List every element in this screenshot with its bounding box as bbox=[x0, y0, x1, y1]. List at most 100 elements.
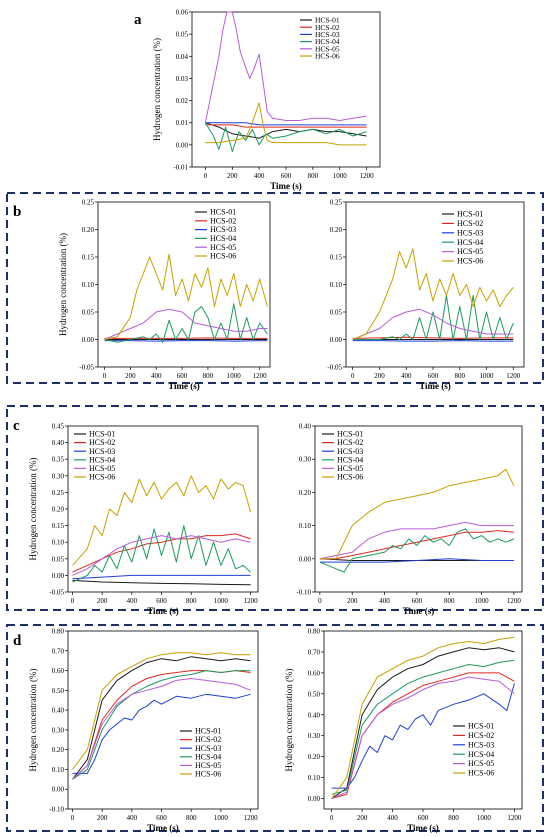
series-line-hcs-02 bbox=[104, 337, 268, 339]
series-line-hcs-04 bbox=[319, 528, 515, 573]
series-line-hcs-01 bbox=[205, 122, 367, 139]
legend-label-hcs-06: HCS-06 bbox=[315, 52, 340, 61]
chart-d-left: 0 200 400 600 800 1000 1200 -0.10 0.00 0.10 0.20 0.… bbox=[28, 628, 259, 833]
x-tick-label-c-left: 0 bbox=[71, 597, 75, 605]
legend-label-hcs-01: HCS-01 bbox=[195, 727, 221, 736]
x-tick-label-a: 600 bbox=[281, 172, 292, 180]
series-line-hcs-03 bbox=[205, 122, 367, 126]
y-tick-label-c-right: -0.10 bbox=[296, 589, 311, 597]
legend-label-hcs-06: HCS-06 bbox=[457, 257, 483, 266]
y-tick-label-b-left: 0.20 bbox=[82, 226, 95, 234]
y-tick-label-d-right: 0.20 bbox=[308, 753, 321, 761]
series-line-hcs-06 bbox=[72, 475, 252, 566]
legend-label-hcs-02: HCS-02 bbox=[195, 735, 221, 744]
series-line-hcs-04 bbox=[72, 670, 251, 780]
x-tick-label-d-left: 800 bbox=[186, 814, 197, 822]
x-tick-label-d-right: 1000 bbox=[477, 814, 492, 822]
y-tick-label-b-right: 0.25 bbox=[330, 199, 343, 207]
legend-label-hcs-02: HCS-02 bbox=[337, 438, 363, 447]
y-tick-label-d-right: 0.80 bbox=[308, 628, 321, 636]
x-tick-label-d-right: 400 bbox=[387, 814, 398, 822]
y-tick-label-a: 0.06 bbox=[176, 9, 189, 17]
x-axis-label-a: Time (s) bbox=[270, 181, 302, 191]
y-tick-label-d-left: 0.80 bbox=[52, 628, 65, 636]
chart-c-right: 0 200 400 600 800 1000 1200 -0.10 0.00 0.10 0.20 0.… bbox=[296, 423, 523, 616]
series-line-hcs-05 bbox=[204, 11, 367, 123]
legend-label-hcs-05: HCS-05 bbox=[89, 464, 115, 473]
y-tick-label-d-right: 0.50 bbox=[308, 690, 321, 698]
x-tick-label-b-right: 0 bbox=[351, 372, 355, 380]
y-tick-label-c-left: 0.15 bbox=[52, 522, 65, 530]
legend-label-hcs-01: HCS-01 bbox=[89, 430, 115, 439]
legend-label-hcs-06: HCS-06 bbox=[468, 769, 494, 778]
series-line-hcs-02 bbox=[72, 670, 251, 780]
x-tick-label-d-right: 800 bbox=[448, 814, 459, 822]
legend-label-hcs-02: HCS-02 bbox=[315, 23, 340, 32]
legend-label-hcs-02: HCS-02 bbox=[89, 438, 115, 447]
series-line-hcs-03 bbox=[331, 683, 515, 789]
y-tick-label-d-right: 0.00 bbox=[308, 795, 321, 803]
chart-a: 0 200 400 600 800 1000 1200 -0.01 0.00 0.01 0.02 0.… bbox=[152, 9, 381, 191]
series-line-hcs-06 bbox=[352, 248, 514, 340]
x-tick-label-d-left: 1000 bbox=[214, 814, 229, 822]
chart-b-right: 0 200 400 600 800 1000 1200 -0.05 0.00 0.05 0.10 0.… bbox=[327, 199, 525, 391]
x-tick-label-b-right: 800 bbox=[455, 372, 466, 380]
y-tick-label-b-left: 0.10 bbox=[82, 281, 95, 289]
series-line-hcs-04 bbox=[204, 122, 367, 152]
y-axis-label-a: Hydrogen concentration (%) bbox=[152, 38, 162, 141]
series-line-hcs-02 bbox=[205, 124, 367, 128]
legend-label-hcs-06: HCS-06 bbox=[195, 770, 221, 779]
series-line-hcs-04 bbox=[331, 659, 515, 795]
legend-label-hcs-04: HCS-04 bbox=[337, 455, 363, 464]
x-tick-label-d-left: 600 bbox=[156, 814, 167, 822]
legend-label-hcs-05: HCS-05 bbox=[195, 761, 221, 770]
y-tick-label-c-left: 0.30 bbox=[52, 472, 65, 480]
plot-area-d-left bbox=[67, 630, 259, 810]
x-tick-label-c-left: 1000 bbox=[214, 597, 229, 605]
legend-label-hcs-04: HCS-04 bbox=[457, 238, 483, 247]
legend-label-hcs-04: HCS-04 bbox=[315, 37, 340, 46]
y-tick-label-d-right: 0.60 bbox=[308, 669, 321, 677]
x-tick-label-c-right: 200 bbox=[347, 597, 358, 605]
legend-label-hcs-02: HCS-02 bbox=[210, 216, 236, 225]
legend-label-hcs-05: HCS-05 bbox=[468, 759, 494, 768]
y-tick-label-b-right: 0.20 bbox=[330, 226, 343, 234]
y-tick-label-d-right: 0.10 bbox=[308, 774, 321, 782]
y-tick-label-b-left: -0.05 bbox=[79, 364, 94, 372]
x-axis-label-d-left: Time (s) bbox=[147, 823, 179, 833]
y-tick-label-c-left: 0.35 bbox=[52, 456, 65, 464]
x-tick-label-b-left: 200 bbox=[125, 372, 136, 380]
y-tick-label-d-left: -0.10 bbox=[49, 806, 64, 814]
series-line-hcs-06 bbox=[104, 253, 268, 340]
legend-label-hcs-04: HCS-04 bbox=[210, 234, 236, 243]
x-axis-label-b-left: Time (s) bbox=[168, 381, 200, 391]
panel-label-a: a bbox=[134, 12, 142, 28]
legend-label-hcs-03: HCS-03 bbox=[457, 228, 483, 237]
x-tick-label-c-left: 800 bbox=[186, 597, 197, 605]
y-tick-label-a: 0.05 bbox=[176, 31, 189, 39]
y-tick-label-c-right: 0.30 bbox=[299, 456, 312, 464]
series-line-hcs-05 bbox=[352, 308, 514, 340]
x-tick-label-c-right: 1200 bbox=[507, 597, 522, 605]
x-tick-label-b-right: 1200 bbox=[506, 372, 521, 380]
panel-label-c: c bbox=[13, 418, 20, 434]
series-line-hcs-02 bbox=[352, 336, 514, 339]
x-tick-label-a: 400 bbox=[254, 172, 265, 180]
series-line-hcs-04 bbox=[352, 295, 514, 340]
series-line-hcs-05 bbox=[331, 676, 515, 799]
series-line-hcs-06 bbox=[205, 102, 367, 146]
x-tick-label-c-left: 600 bbox=[156, 597, 167, 605]
series-line-hcs-05 bbox=[72, 678, 251, 780]
x-tick-label-b-right: 1000 bbox=[480, 372, 495, 380]
legend-label-hcs-03: HCS-03 bbox=[210, 225, 236, 234]
x-tick-label-d-left: 1200 bbox=[244, 814, 259, 822]
panel-label-d: d bbox=[13, 633, 22, 649]
x-tick-label-c-left: 400 bbox=[127, 597, 138, 605]
y-tick-label-c-right: 0.40 bbox=[299, 423, 312, 431]
y-tick-label-d-right: 0.70 bbox=[308, 648, 321, 656]
series-line-hcs-03 bbox=[319, 558, 514, 563]
legend-label-hcs-06: HCS-06 bbox=[89, 473, 115, 482]
x-tick-label-b-right: 400 bbox=[401, 372, 412, 380]
x-tick-label-d-right: 1200 bbox=[507, 814, 522, 822]
plot-area-b-right bbox=[345, 201, 525, 368]
